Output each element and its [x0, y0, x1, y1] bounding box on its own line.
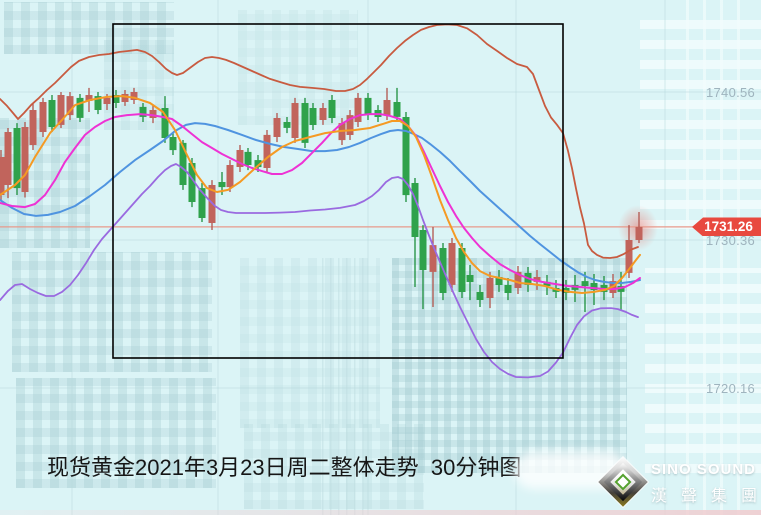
sino-sound-logo: SINO SOUND 漢聲集團 [596, 455, 761, 510]
bottom-edge-strip [0, 510, 761, 515]
y-axis-label-1740: 1740.56 [706, 85, 756, 100]
current-price-tag: 1731.26 [692, 217, 761, 237]
logo-chinese-name: 漢聲集團 [651, 488, 761, 505]
logo-diamond-icon [596, 455, 650, 509]
y-axis-label-1720: 1720.16 [706, 381, 756, 396]
caption-text: 现货黄金2021年3月23日周二整体走势 30分钟图 [47, 455, 522, 480]
logo-name: SINO SOUND [651, 461, 757, 478]
current-price-value: 1731.26 [704, 219, 753, 235]
